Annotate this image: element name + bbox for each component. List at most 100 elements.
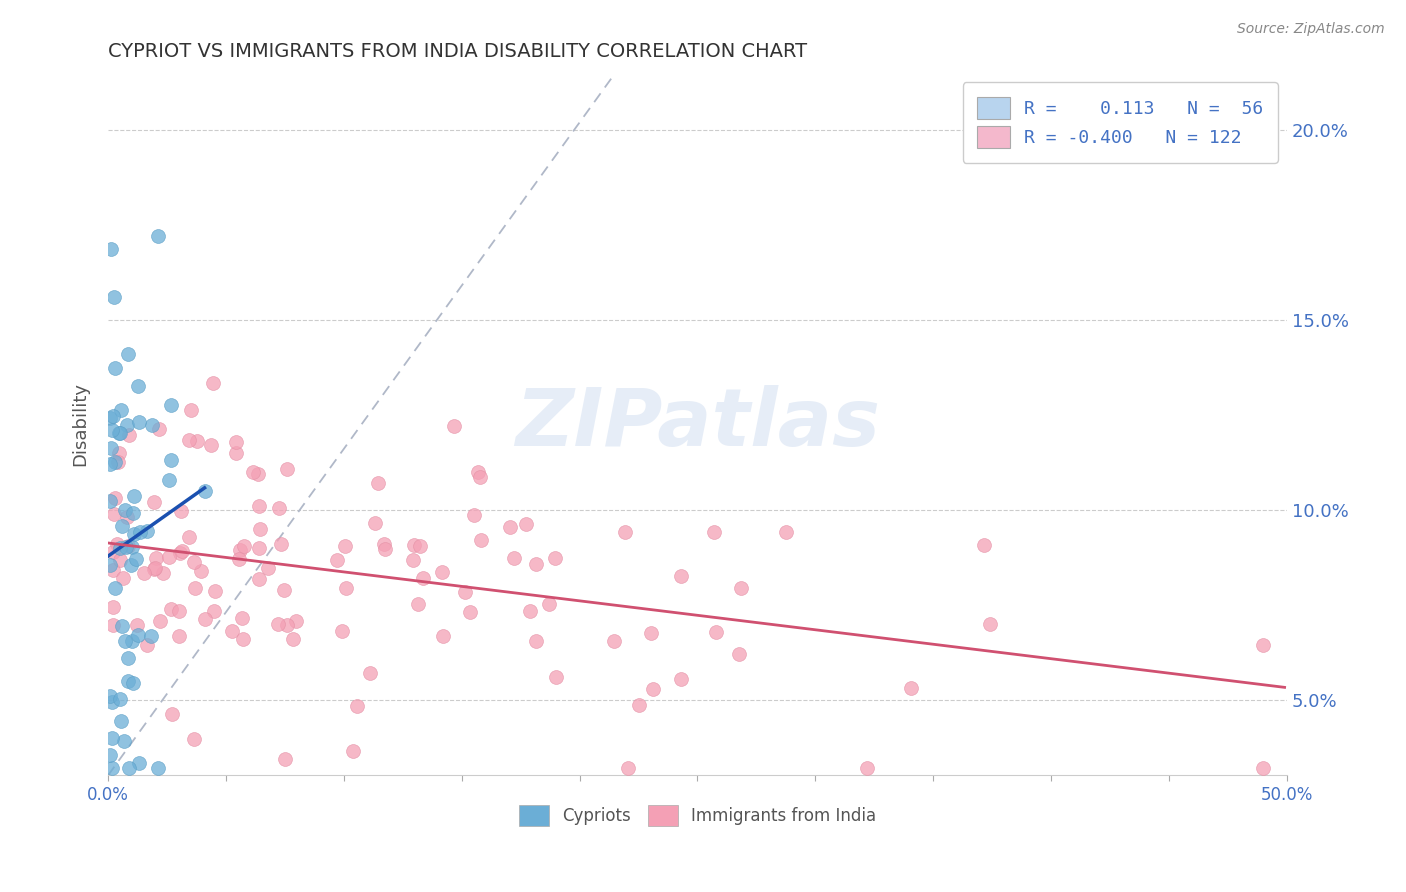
Point <box>104 455 127 469</box>
Point <box>112 571 135 585</box>
Point <box>98 748 121 763</box>
Point <box>114 634 136 648</box>
Point <box>104 581 127 595</box>
Point <box>114 540 136 554</box>
Point <box>269 500 291 515</box>
Point <box>100 731 122 745</box>
Point <box>231 611 253 625</box>
Point <box>128 756 150 771</box>
Point <box>728 647 751 661</box>
Point <box>200 438 222 452</box>
Point <box>276 617 298 632</box>
Point <box>107 446 129 460</box>
Point <box>117 650 139 665</box>
Point <box>124 552 146 566</box>
Text: Source: ZipAtlas.com: Source: ZipAtlas.com <box>1237 22 1385 37</box>
Point <box>249 522 271 536</box>
Point <box>202 604 225 618</box>
Point <box>1253 638 1275 652</box>
Point <box>111 519 134 533</box>
Point <box>122 527 145 541</box>
Point <box>101 409 124 423</box>
Point <box>402 553 425 567</box>
Point <box>973 538 995 552</box>
Point <box>115 510 138 524</box>
Point <box>544 670 567 684</box>
Point <box>184 581 207 595</box>
Point <box>105 537 128 551</box>
Point <box>613 525 636 540</box>
Point <box>544 550 567 565</box>
Point <box>458 605 481 619</box>
Point <box>117 539 139 553</box>
Point <box>117 674 139 689</box>
Point <box>146 229 169 244</box>
Point <box>101 695 124 709</box>
Point <box>669 672 692 686</box>
Point <box>101 545 124 559</box>
Legend: Cypriots, Immigrants from India: Cypriots, Immigrants from India <box>510 797 884 834</box>
Point <box>101 617 124 632</box>
Y-axis label: Disability: Disability <box>72 383 89 467</box>
Point <box>108 426 131 441</box>
Point <box>515 517 537 532</box>
Point <box>167 605 190 619</box>
Point <box>276 462 298 476</box>
Point <box>335 581 357 595</box>
Point <box>103 507 125 521</box>
Point <box>704 624 727 639</box>
Point <box>143 560 166 574</box>
Point <box>121 506 143 520</box>
Point <box>232 632 254 646</box>
Point <box>616 761 638 775</box>
Point <box>108 425 131 440</box>
Point <box>148 422 170 436</box>
Point <box>246 467 269 482</box>
Point <box>247 499 270 513</box>
Point <box>135 524 157 538</box>
Point <box>160 706 183 721</box>
Point <box>135 638 157 652</box>
Point <box>524 558 547 572</box>
Point <box>101 599 124 614</box>
Point <box>112 733 135 747</box>
Point <box>364 516 387 530</box>
Point <box>134 566 156 581</box>
Point <box>149 614 172 628</box>
Point <box>111 619 134 633</box>
Point <box>374 541 396 556</box>
Point <box>703 525 725 540</box>
Point <box>117 418 139 433</box>
Point <box>283 632 305 646</box>
Point <box>430 565 453 579</box>
Point <box>101 563 124 577</box>
Point <box>98 493 121 508</box>
Point <box>270 536 292 550</box>
Point <box>159 601 181 615</box>
Point <box>139 628 162 642</box>
Point <box>98 689 121 703</box>
Point <box>146 761 169 775</box>
Point <box>603 633 626 648</box>
Point <box>183 732 205 747</box>
Point <box>193 483 215 498</box>
Point <box>108 553 131 567</box>
Point <box>121 676 143 690</box>
Point <box>342 744 364 758</box>
Point <box>247 541 270 555</box>
Point <box>537 597 560 611</box>
Point <box>127 378 149 392</box>
Point <box>346 699 368 714</box>
Point <box>142 561 165 575</box>
Point <box>257 561 280 575</box>
Point <box>326 553 349 567</box>
Point <box>110 403 132 417</box>
Point <box>359 666 381 681</box>
Point <box>110 714 132 729</box>
Point <box>432 629 454 643</box>
Point <box>285 614 308 628</box>
Point <box>170 504 193 518</box>
Point <box>122 489 145 503</box>
Point <box>104 361 127 376</box>
Point <box>108 541 131 556</box>
